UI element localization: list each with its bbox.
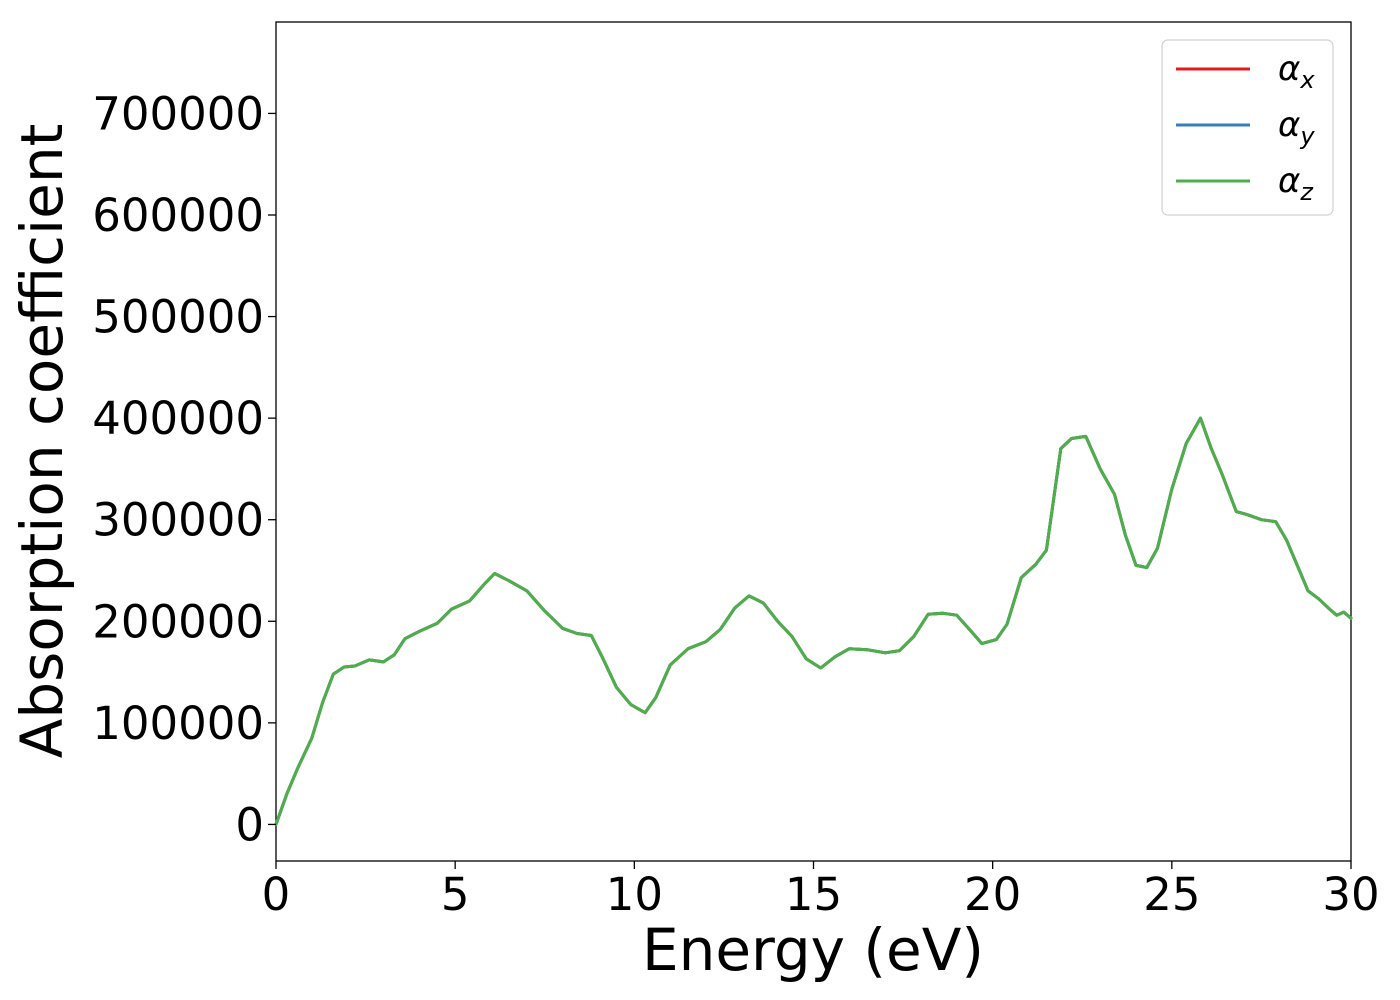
y-tick-label: 400000	[92, 392, 264, 445]
x-tick-label: 10	[606, 868, 663, 921]
x-tick-label: 25	[1143, 868, 1200, 921]
y-tick-label: 600000	[92, 189, 264, 242]
x-tick-label: 20	[964, 868, 1021, 921]
series-curves	[274, 416, 1353, 826]
y-tick-label: 0	[235, 798, 264, 851]
x-tick-label: 15	[785, 868, 842, 921]
y-axis: 0 100000 200000 300000 400000 500000 600000 700…	[92, 87, 276, 851]
x-axis: 0 5 10 15 20 25 30	[262, 861, 1380, 921]
x-tick-label: 5	[441, 868, 470, 921]
series-line-αz	[274, 416, 1353, 826]
y-tick-label: 100000	[92, 697, 264, 750]
legend-box	[1161, 39, 1334, 216]
y-tick-label: 300000	[92, 494, 264, 547]
y-axis-label: Absorption coefficient	[8, 124, 76, 759]
y-tick-label: 500000	[92, 291, 264, 344]
y-tick-label: 200000	[92, 595, 264, 648]
x-axis-label: Energy (eV)	[642, 916, 984, 984]
legend-label-αy: αy	[1278, 105, 1315, 150]
x-tick-label: 0	[262, 868, 291, 921]
y-tick-label: 700000	[92, 87, 264, 140]
x-tick-label: 30	[1322, 868, 1379, 921]
